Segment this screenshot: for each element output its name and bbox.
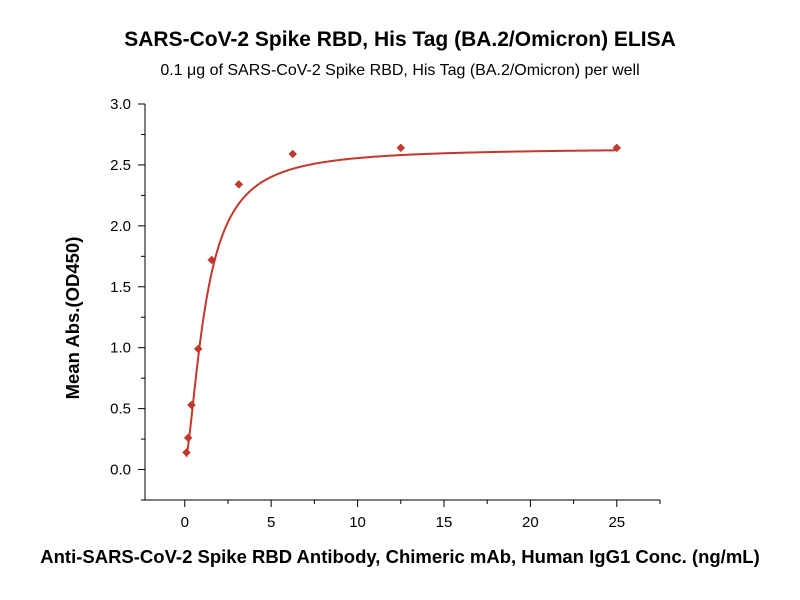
y-tick-label: 0.0	[110, 462, 131, 479]
y-tick-label: 1.0	[110, 340, 131, 357]
x-tick-label: 20	[522, 514, 539, 531]
data-point	[234, 180, 244, 189]
y-tick-label: 2.5	[110, 157, 131, 174]
y-tick-label: 2.0	[110, 218, 131, 235]
x-tick-label: 0	[181, 514, 189, 531]
chart-title: SARS-CoV-2 Spike RBD, His Tag (BA.2/Omic…	[124, 28, 676, 51]
chart-subtitle: 0.1 μg of SARS-CoV-2 Spike RBD, His Tag …	[160, 62, 640, 79]
x-tick-label: 25	[608, 514, 625, 531]
x-tick-label: 10	[349, 514, 366, 531]
data-points	[182, 143, 622, 457]
data-point	[207, 255, 217, 265]
x-axis-label: Anti-SARS-CoV-2 Spike RBD Antibody, Chim…	[40, 546, 760, 567]
fit-curve	[185, 149, 617, 458]
x-tick-label: 5	[267, 514, 275, 531]
data-point	[288, 149, 298, 159]
y-axis-label: Mean Abs.(OD450)	[62, 236, 83, 400]
axes: 0.0 0.5 1.0 1.5 2.0 2.5 3.0 0 5 10 15 20 25	[110, 96, 661, 531]
x-tick-label: 15	[436, 514, 453, 531]
y-tick-label: 1.5	[110, 279, 131, 296]
data-point	[193, 344, 203, 354]
data-point	[187, 400, 196, 410]
y-tick-label: 0.5	[110, 401, 131, 418]
data-point	[183, 433, 193, 443]
y-tick-label: 3.0	[110, 96, 131, 113]
fit-curve-group	[185, 149, 617, 458]
data-point	[182, 448, 191, 457]
data-point	[612, 143, 622, 153]
data-point	[396, 143, 406, 153]
